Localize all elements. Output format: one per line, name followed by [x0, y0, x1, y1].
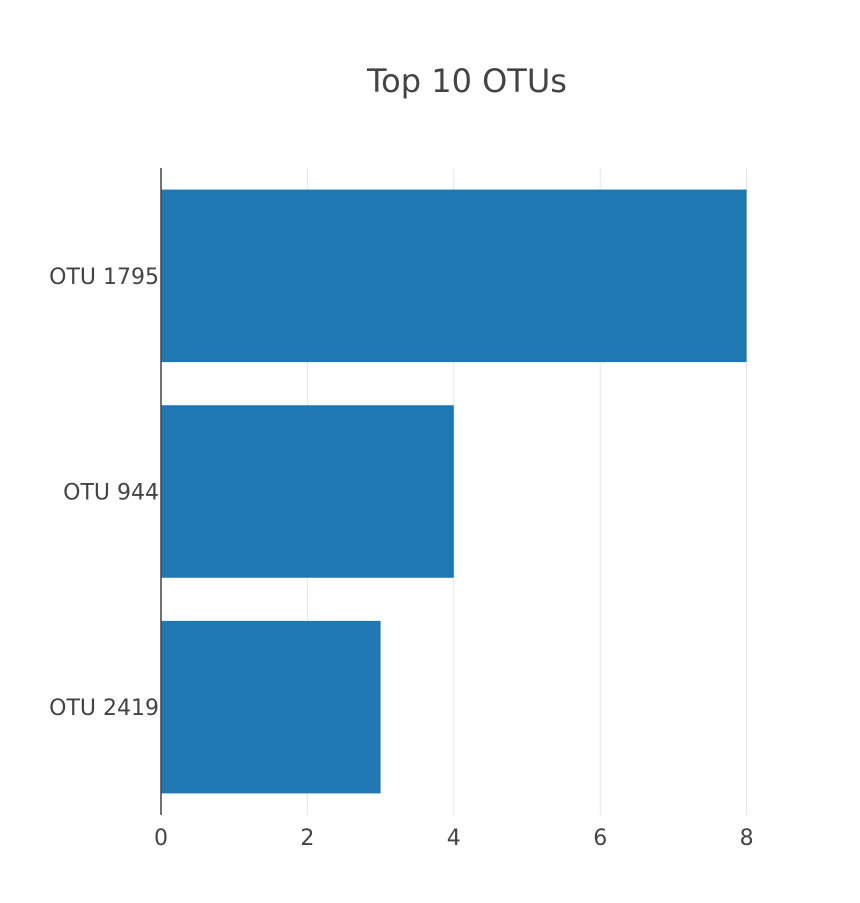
x-tick-label: 4	[447, 826, 461, 851]
x-tick-label: 6	[593, 826, 607, 851]
x-tick-label: 2	[300, 826, 314, 851]
x-tick-label: 8	[740, 826, 754, 851]
x-tick-label: 0	[154, 826, 168, 851]
tick-labels: OTU 1795 OTU 944 OTU 2419 0 2 4 6 8	[49, 265, 753, 851]
bars	[161, 189, 747, 794]
chart-title: Top 10 OTUs	[366, 62, 567, 100]
bar-otu-2419[interactable]	[161, 620, 381, 794]
bar-otu-944[interactable]	[161, 405, 454, 578]
y-tick-label: OTU 944	[63, 481, 159, 506]
y-tick-label: OTU 1795	[49, 265, 159, 290]
bar-otu-1795[interactable]	[161, 189, 747, 363]
y-tick-label: OTU 2419	[49, 696, 159, 721]
